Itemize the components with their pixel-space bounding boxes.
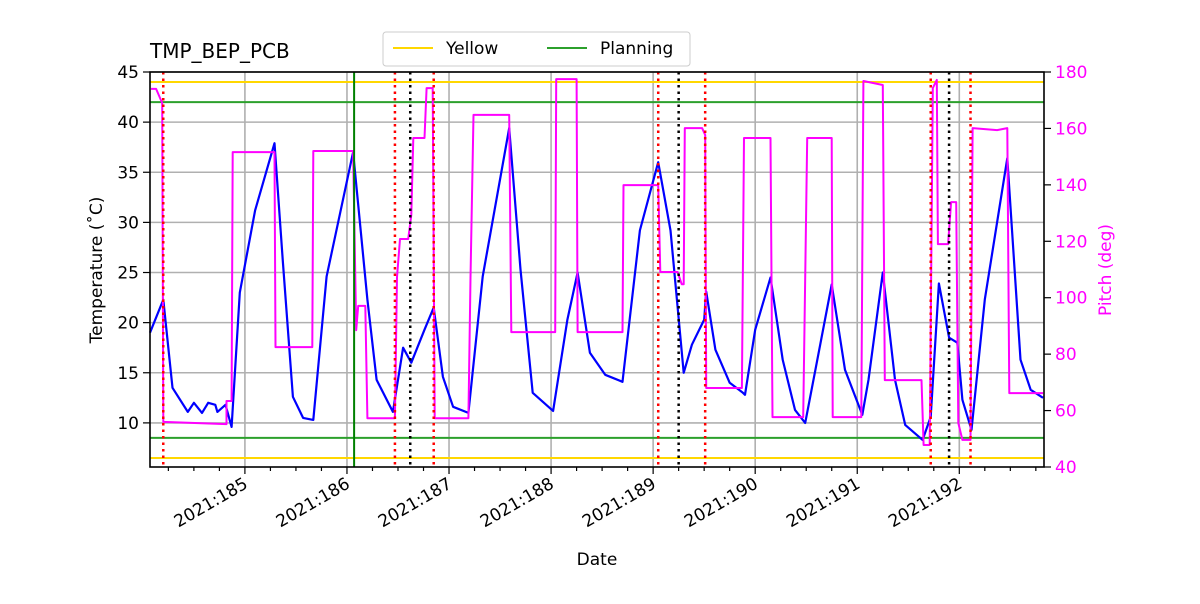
temperature-series-line (148, 127, 1044, 441)
legend-label-yellow: Yellow (445, 39, 498, 59)
y2-tick-label: 160 (1055, 119, 1087, 139)
y2-tick-label: 120 (1055, 232, 1087, 252)
y-tick-label: 30 (117, 213, 139, 233)
x-axis-label: Date (577, 550, 618, 570)
vertical-lines (162, 72, 972, 467)
y2-tick-label: 140 (1055, 176, 1087, 196)
y-tick-label: 15 (117, 364, 139, 384)
y2-tick-label: 40 (1055, 458, 1077, 478)
x-tick-label: 2021:192 (885, 474, 966, 532)
series-group (148, 78, 1044, 446)
y2-tick-label: 80 (1055, 345, 1077, 365)
y2-axis-label: Pitch (deg) (1096, 224, 1116, 316)
y2-tick-label: 60 (1055, 402, 1077, 422)
x-tick-label: 2021:185 (171, 474, 252, 532)
x-tick-label: 2021:190 (681, 474, 762, 532)
plot-frame (149, 71, 1045, 468)
y-tick-label: 25 (117, 264, 139, 284)
y-tick-label: 40 (117, 113, 139, 133)
y2-tick-label: 180 (1055, 63, 1087, 83)
x-tick-label: 2021:187 (375, 474, 456, 532)
y-tick-label: 20 (117, 314, 139, 334)
x-tick-label: 2021:186 (273, 474, 354, 532)
x-tick-label: 2021:189 (579, 474, 660, 532)
legend: Yellow Planning (382, 31, 691, 67)
legend-label-planning: Planning (600, 39, 673, 59)
pitch-series-line (151, 78, 1043, 446)
chart-title: TMP_BEP_PCB (149, 39, 290, 63)
y-tick-label: 10 (117, 414, 139, 434)
y-tick-label: 35 (117, 163, 139, 183)
y2-tick-label: 100 (1055, 289, 1087, 309)
x-tick-label: 2021:191 (783, 474, 864, 532)
y-axis-label: Temperature (˚C) (86, 197, 107, 345)
y-tick-label: 45 (117, 63, 139, 83)
limit-lines (150, 81, 1044, 459)
x-tick-label: 2021:188 (477, 474, 558, 532)
legend-box (382, 31, 691, 67)
